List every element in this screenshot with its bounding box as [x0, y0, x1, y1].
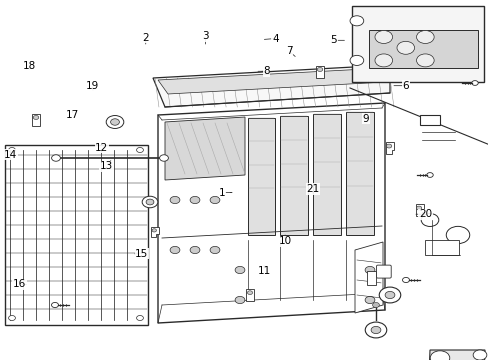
Polygon shape — [280, 116, 307, 235]
Circle shape — [379, 287, 400, 303]
Text: 8: 8 — [263, 66, 269, 76]
Circle shape — [170, 197, 180, 204]
Text: 3: 3 — [202, 31, 208, 41]
Circle shape — [416, 206, 421, 210]
Circle shape — [210, 197, 220, 204]
Bar — [32, 114, 40, 126]
Text: 5: 5 — [330, 35, 337, 45]
Circle shape — [235, 266, 244, 274]
Circle shape — [349, 16, 363, 26]
Text: 15: 15 — [135, 249, 148, 259]
Circle shape — [446, 226, 469, 244]
Circle shape — [136, 148, 143, 153]
Polygon shape — [312, 114, 340, 235]
Circle shape — [52, 155, 61, 161]
Circle shape — [471, 81, 477, 85]
Bar — [245, 289, 253, 301]
Bar — [315, 66, 324, 78]
Circle shape — [190, 246, 200, 253]
Circle shape — [372, 302, 379, 307]
Text: 19: 19 — [86, 81, 100, 91]
Circle shape — [106, 116, 123, 129]
Circle shape — [170, 246, 180, 253]
Circle shape — [146, 199, 154, 205]
Circle shape — [472, 350, 486, 360]
Circle shape — [416, 54, 433, 67]
Circle shape — [420, 213, 438, 226]
Circle shape — [190, 197, 200, 204]
Circle shape — [365, 322, 386, 338]
Circle shape — [110, 119, 119, 125]
Circle shape — [365, 266, 374, 274]
Circle shape — [51, 302, 59, 307]
Circle shape — [9, 315, 16, 320]
Circle shape — [416, 31, 433, 44]
Circle shape — [385, 291, 394, 298]
Text: 6: 6 — [402, 81, 408, 91]
Text: 10: 10 — [278, 236, 291, 246]
Text: 14: 14 — [4, 150, 18, 160]
Polygon shape — [368, 30, 477, 68]
Circle shape — [429, 351, 449, 360]
Circle shape — [9, 148, 16, 153]
Circle shape — [365, 296, 374, 303]
Circle shape — [386, 144, 391, 148]
Bar — [351, 6, 483, 82]
Circle shape — [235, 296, 244, 303]
Circle shape — [402, 278, 408, 283]
Polygon shape — [5, 145, 148, 325]
Circle shape — [142, 196, 158, 208]
Circle shape — [210, 246, 220, 253]
Text: 17: 17 — [65, 110, 79, 120]
Text: 13: 13 — [100, 161, 113, 171]
Text: 12: 12 — [95, 143, 108, 153]
Polygon shape — [354, 242, 382, 313]
Polygon shape — [247, 118, 274, 235]
Polygon shape — [153, 65, 389, 107]
Bar — [366, 271, 375, 285]
Polygon shape — [415, 203, 424, 216]
Circle shape — [152, 229, 156, 232]
Text: 18: 18 — [22, 60, 36, 71]
Circle shape — [247, 291, 252, 294]
Polygon shape — [385, 141, 394, 154]
Text: 4: 4 — [271, 33, 278, 44]
Bar — [419, 115, 439, 125]
Polygon shape — [151, 226, 158, 237]
Circle shape — [159, 155, 168, 161]
FancyBboxPatch shape — [376, 265, 390, 278]
Polygon shape — [164, 117, 244, 180]
Circle shape — [396, 41, 414, 54]
Polygon shape — [427, 350, 484, 360]
Text: 7: 7 — [285, 46, 292, 57]
Circle shape — [426, 173, 432, 177]
Circle shape — [349, 55, 363, 66]
Bar — [424, 240, 458, 255]
Text: 9: 9 — [362, 114, 368, 124]
Polygon shape — [346, 112, 373, 235]
Text: 20: 20 — [418, 209, 431, 219]
Text: 1: 1 — [219, 188, 225, 198]
Polygon shape — [158, 103, 384, 323]
Circle shape — [370, 327, 380, 334]
Text: 21: 21 — [305, 184, 319, 194]
Text: 16: 16 — [13, 279, 26, 289]
Circle shape — [374, 31, 392, 44]
Circle shape — [33, 116, 39, 120]
Circle shape — [136, 315, 143, 320]
Polygon shape — [158, 68, 384, 94]
Text: 2: 2 — [142, 33, 149, 43]
Circle shape — [317, 67, 322, 72]
Circle shape — [374, 54, 392, 67]
Text: 11: 11 — [257, 266, 270, 276]
